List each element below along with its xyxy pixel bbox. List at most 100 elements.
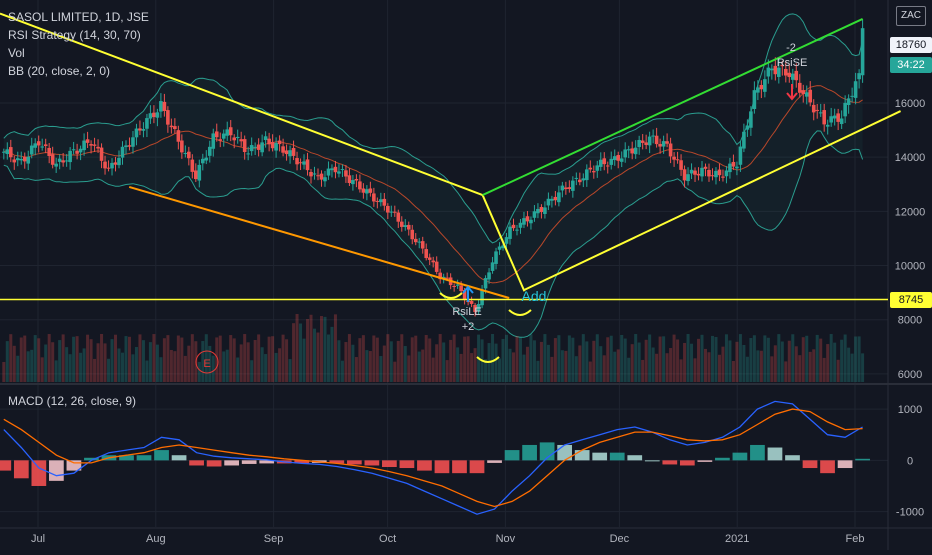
candle-body [839,118,844,125]
price-tick-label: 8000 [898,315,922,327]
volume-bar [721,346,725,382]
candle-body [571,180,575,191]
volume-bar [354,357,358,382]
volume-bar [637,342,641,382]
volume-bar [791,334,795,382]
volume-bar [326,334,330,382]
macd-histogram-bar [750,444,765,461]
candle-body [274,142,278,151]
candle-body [295,158,299,165]
volume-bar [23,335,27,382]
candle-body [445,277,449,279]
position-size-short-label: -2 [786,42,796,54]
candle-body [187,151,191,159]
volume-bar [651,347,655,382]
volume-bar [79,352,83,382]
candle-body [124,145,128,148]
candle-body [253,146,257,148]
candle-body [225,129,230,136]
indicator-bollinger[interactable]: BB (20, close, 2, 0) [8,64,111,78]
candle-body [818,112,823,114]
candle-body [539,207,544,213]
candle-body [661,141,666,147]
candle-body [291,148,296,156]
volume-bar [766,337,770,382]
candle-body [832,115,837,119]
macd-histogram-bar [434,460,450,474]
candle-body [658,144,662,147]
candle-body [78,148,83,153]
volume-bar [225,349,229,382]
candle-body [693,170,697,175]
macd-histogram-bar [346,460,362,465]
macd-histogram-bar [84,457,99,461]
smile-arc [439,292,463,299]
candle-body [22,156,27,162]
volume-bar [176,335,180,382]
candle-body [19,158,24,161]
volume-bar [400,334,404,382]
candle-body [239,139,243,142]
candle-body [358,181,362,190]
volume-bar [672,334,676,382]
candle-body [434,261,439,272]
macd-legend: MACD (12, 26, close, 9) [8,392,136,410]
macd-histogram-bar [697,460,713,462]
candle-body [54,163,58,167]
volume-bar [407,355,411,382]
volume-bar [58,340,62,382]
candle-body [173,126,177,130]
currency-badge[interactable]: ZAC [896,6,926,26]
volume-bar [777,334,781,382]
volume-bar [51,342,55,382]
candle-body [382,198,387,206]
volume-bar [347,334,351,382]
volume-bar [749,337,753,382]
candle-body [602,158,607,165]
candle-body [249,145,254,152]
volume-bar [794,346,798,382]
volume-bar [731,360,735,382]
volume-bar [30,349,34,382]
macd-histogram-bar [469,460,485,474]
volume-bar [606,337,610,382]
candle-body [43,144,48,147]
bb-upper-band [3,13,864,244]
volume-bar [665,353,669,382]
candle-body [644,142,648,145]
candle-body [92,144,97,146]
volume-bar [89,339,93,382]
candle-body [749,111,753,128]
candle-body [585,169,589,181]
volume-bar [344,342,348,382]
rsi-long-entry-label: RsiLE [452,306,481,318]
candle-body [752,90,757,110]
candle-body [316,175,320,177]
trend-line-orange [128,185,510,299]
indicator-volume[interactable]: Vol [8,46,25,60]
volume-bar [634,334,638,382]
candle-body [200,158,205,164]
candle-body [710,175,715,177]
volume-bar [368,351,372,382]
symbol-title[interactable]: SASOL LIMITED, 1D, JSE [8,10,149,24]
indicator-macd[interactable]: MACD (12, 26, close, 9) [8,394,137,408]
macd-histogram-bar [13,460,29,479]
candle-body [654,135,659,145]
volume-bar [609,335,613,382]
candle-body [36,141,41,146]
indicator-rsi-strategy[interactable]: RSI Strategy (14, 30, 70) [8,28,141,42]
volume-bar [511,352,515,382]
volume-bar [169,349,173,382]
macd-histogram-bar [259,460,275,464]
macd-histogram-bar [785,455,800,461]
volume-bar [840,339,844,382]
macd-histogram-bar [66,460,82,471]
volume-bar [340,360,344,382]
candle-body [735,166,739,169]
candle-body [68,150,72,163]
candle-body [333,166,338,173]
candle-body [267,138,271,145]
